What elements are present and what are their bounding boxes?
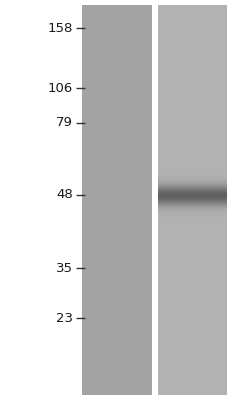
Text: 106: 106 xyxy=(47,82,73,94)
Text: 158: 158 xyxy=(47,22,73,34)
Text: 79: 79 xyxy=(56,116,73,130)
Text: 23: 23 xyxy=(56,312,73,324)
Text: 48: 48 xyxy=(56,188,73,202)
Text: 35: 35 xyxy=(56,262,73,274)
